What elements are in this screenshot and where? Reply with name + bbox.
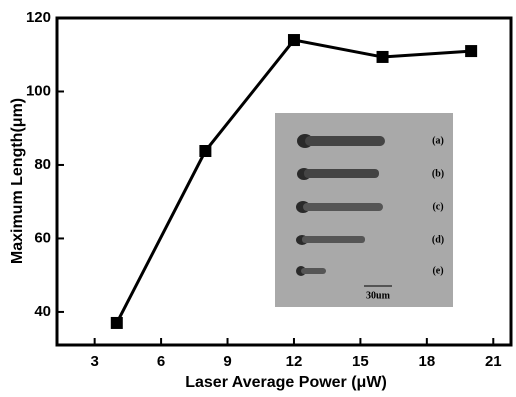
inset-label: (a) — [432, 135, 444, 146]
y-tick-label: 100 — [26, 82, 51, 99]
data-marker — [377, 51, 389, 63]
x-tick-label: 18 — [419, 353, 436, 370]
data-marker — [288, 34, 300, 46]
data-marker — [199, 145, 211, 157]
data-marker — [111, 317, 123, 329]
chart: 30um Laser Average Power (μW) Maximum Le… — [0, 0, 516, 392]
x-tick-label: 6 — [157, 353, 165, 370]
y-tick-label: 80 — [34, 156, 51, 173]
inset-label: (e) — [432, 265, 443, 276]
x-tick-label: 3 — [90, 353, 98, 370]
y-tick-label: 120 — [26, 9, 51, 26]
inset-image: 30um — [275, 113, 453, 307]
x-tick-label: 21 — [485, 353, 502, 370]
y-axis-title: Maximum Length(μm) — [9, 98, 26, 264]
inset-label: (c) — [432, 201, 443, 212]
x-tick-label: 12 — [286, 353, 303, 370]
data-marker — [465, 45, 477, 57]
scale-bar-label: 30um — [366, 290, 391, 301]
x-tick-label: 15 — [352, 353, 369, 370]
y-tick-label: 40 — [34, 303, 51, 320]
x-axis-title: Laser Average Power (μW) — [185, 374, 387, 391]
x-tick-label: 9 — [223, 353, 231, 370]
inset-label: (d) — [432, 234, 444, 245]
inset-label: (b) — [432, 168, 444, 179]
y-tick-label: 60 — [34, 229, 51, 246]
